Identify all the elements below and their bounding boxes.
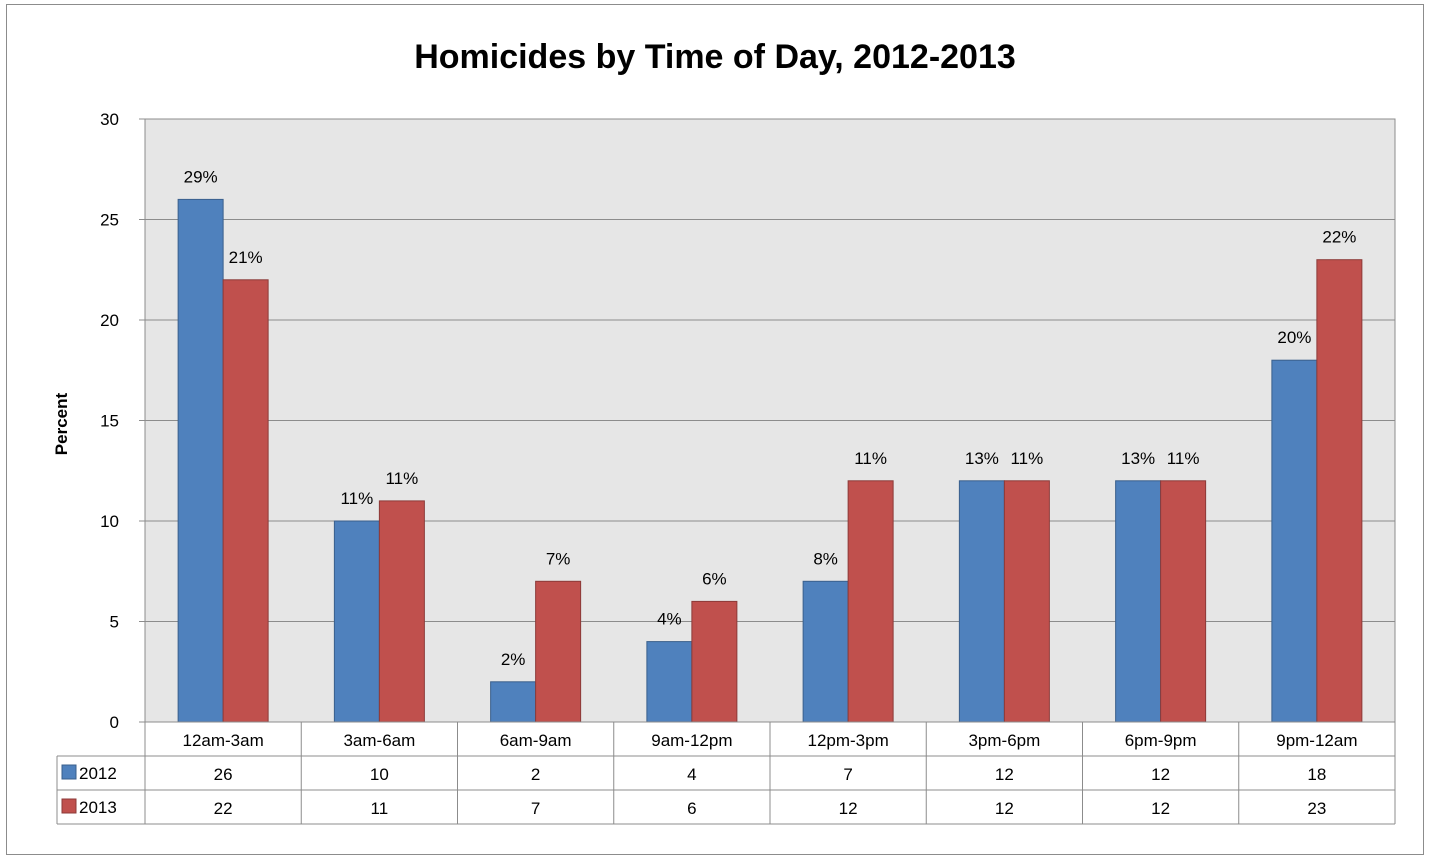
data-label: 13%: [1121, 449, 1155, 468]
y-tick-label: 10: [100, 512, 119, 531]
table-value: 6: [687, 799, 696, 818]
data-label: 20%: [1277, 328, 1311, 347]
legend-label-2012: 2012: [79, 764, 117, 783]
table-value: 18: [1307, 765, 1326, 784]
bar-2013-3am-6am: [378, 500, 425, 723]
data-label: 22%: [1322, 228, 1356, 247]
table-value: 26: [214, 765, 233, 784]
data-label: 6%: [702, 569, 727, 588]
table-value: 12: [1151, 765, 1170, 784]
data-label: 8%: [813, 549, 838, 568]
x-category-label: 9pm-12am: [1276, 731, 1357, 750]
table-value: 2: [531, 765, 540, 784]
bar-2013-12pm-3pm: [847, 480, 894, 723]
y-tick-label: 25: [100, 211, 119, 230]
bar-2013-6pm-9pm: [1160, 480, 1207, 723]
data-label: 11%: [385, 469, 418, 488]
table-value: 11: [371, 799, 389, 818]
data-label: 29%: [184, 167, 218, 186]
y-tick-label: 15: [100, 412, 119, 431]
table-value: 12: [1151, 799, 1170, 818]
data-label: 13%: [965, 449, 999, 468]
table-value: 4: [687, 765, 696, 784]
data-label: 11%: [1010, 449, 1043, 468]
table-value: 12: [995, 765, 1014, 784]
x-category-label: 12am-3am: [182, 731, 263, 750]
bar-2012-3pm-6pm: [958, 480, 1005, 723]
bar-2012-3am-6am: [333, 520, 380, 723]
x-category-label: 6pm-9pm: [1125, 731, 1197, 750]
bar-2012-12am-3am: [177, 198, 224, 723]
x-category-label: 3am-6am: [343, 731, 415, 750]
bar-2012-12pm-3pm: [802, 580, 849, 723]
data-label: 11%: [1167, 449, 1200, 468]
table-value: 12: [839, 799, 858, 818]
bar-2012-9pm-12am: [1271, 359, 1318, 723]
bar-2013-9am-12pm: [691, 600, 738, 723]
bar-2012-9am-12pm: [646, 641, 693, 723]
bar-2013-6am-9am: [535, 580, 582, 723]
bar-2013-12am-3am: [222, 279, 269, 723]
table-value: 7: [843, 765, 852, 784]
data-label: 2%: [501, 650, 526, 669]
x-category-label: 9am-12pm: [651, 731, 732, 750]
data-label: 4%: [657, 610, 682, 629]
x-category-label: 6am-9am: [500, 731, 572, 750]
data-labels: 29% 11% 2% 4% 8% 13% 13% 20% 21% 11% 7% 6% 11% 11% 11%…: [184, 167, 1357, 668]
table-value: 22: [214, 799, 233, 818]
table-value: 10: [370, 765, 389, 784]
bar-2013-9pm-12am: [1316, 259, 1363, 723]
data-label: 7%: [546, 549, 571, 568]
table-value: 23: [1307, 799, 1326, 818]
y-tick-label: 0: [110, 713, 119, 732]
data-label: 11%: [340, 489, 373, 508]
y-tick-label: 20: [100, 311, 119, 330]
legend-key-2013: [61, 798, 77, 814]
y-tick-label: 5: [110, 613, 119, 632]
data-label: 11%: [854, 449, 887, 468]
legend-label-2013: 2013: [79, 798, 117, 817]
x-category-label: 12pm-3pm: [807, 731, 888, 750]
bar-2012-6pm-9pm: [1115, 480, 1162, 723]
bar-2012-6am-9am: [490, 681, 537, 723]
table-value: 12: [995, 799, 1014, 818]
data-label: 21%: [229, 248, 263, 267]
bars: [177, 198, 1363, 723]
legend-key-2012: [61, 764, 77, 780]
table-value: 7: [531, 799, 540, 818]
bar-2013-3pm-6pm: [1003, 480, 1050, 723]
x-category-label: 3pm-6pm: [968, 731, 1040, 750]
chart-title: Homicides by Time of Day, 2012-2013: [414, 38, 1016, 76]
data-table: 12am-3am 3am-6am 6am-9am 9am-12pm 12pm-3pm 3p…: [56, 721, 1396, 825]
y-tick-label: 30: [100, 110, 119, 129]
